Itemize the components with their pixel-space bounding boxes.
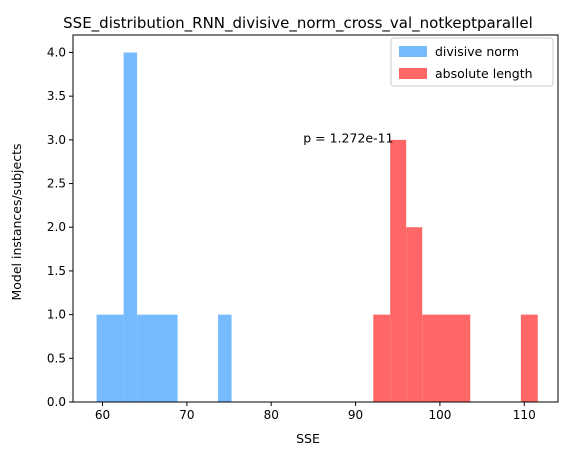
x-tick-label: 70	[179, 408, 194, 422]
x-tick-label: 60	[95, 408, 110, 422]
x-axis-label: SSE	[296, 431, 320, 446]
legend-label-absolute-length: absolute length	[435, 66, 533, 81]
bar-divisive-norm-2	[137, 314, 178, 402]
bar-divisive-norm-3	[218, 314, 232, 402]
x-tick-label: 100	[428, 408, 451, 422]
bar-absolute-length-2	[406, 227, 423, 402]
axes-layer: 60 70 80 90 100 110 0.0 0.5 1.0 1.5 2.0 2.5 3.0 3.5 4.…	[47, 34, 559, 422]
y-tick-label: 4.0	[47, 45, 66, 59]
y-tick-label: 1.5	[47, 264, 66, 278]
legend-swatch-absolute-length	[399, 68, 427, 79]
legend-box	[390, 37, 554, 87]
bars-layer	[96, 52, 538, 402]
plot-frame	[72, 34, 559, 403]
y-tick-label: 2.5	[47, 177, 66, 191]
bar-absolute-length-4	[520, 314, 538, 402]
bar-absolute-length-0	[373, 314, 391, 402]
legend-label-divisive-norm: divisive norm	[435, 44, 519, 59]
y-tick-label: 0.0	[47, 395, 66, 409]
bar-absolute-length-3	[422, 314, 471, 402]
y-tick-label: 3.0	[47, 133, 66, 147]
y-tick-label: 2.0	[47, 220, 66, 234]
legend: divisive norm absolute length	[390, 37, 554, 87]
p-value-annotation: p = 1.272e-11	[303, 130, 393, 145]
x-tick-label: 110	[513, 408, 536, 422]
bar-absolute-length-1	[390, 139, 407, 402]
y-axis-label: Model instances/subjects	[9, 143, 24, 300]
chart-title: SSE_distribution_RNN_divisive_norm_cross…	[63, 14, 533, 33]
bar-divisive-norm-1	[123, 52, 138, 402]
annotation-layer: p = 1.272e-11	[303, 130, 393, 145]
bar-divisive-norm-0	[96, 314, 124, 402]
legend-swatch-divisive-norm	[399, 46, 427, 57]
x-tick-label: 80	[264, 408, 279, 422]
y-tick-label: 1.0	[47, 308, 66, 322]
y-tick-label: 3.5	[47, 89, 66, 103]
x-tick-label: 90	[348, 408, 363, 422]
y-tick-label: 0.5	[47, 351, 66, 365]
